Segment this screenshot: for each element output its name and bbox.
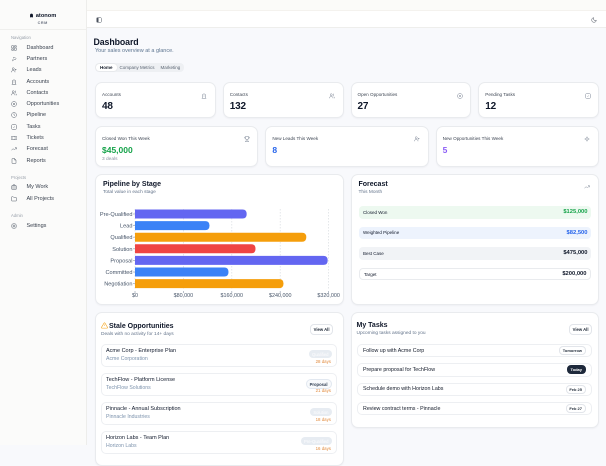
svg-text:Pre-Qualified: Pre-Qualified xyxy=(100,212,133,218)
svg-text:$240,000: $240,000 xyxy=(269,293,291,299)
svg-text:$160,000: $160,000 xyxy=(221,293,243,299)
svg-text:$80,000: $80,000 xyxy=(174,293,194,299)
svg-text:Qualified: Qualified xyxy=(110,235,132,241)
svg-text:$320,000: $320,000 xyxy=(317,293,339,299)
svg-text:Lead: Lead xyxy=(120,224,132,230)
svg-text:Proposal: Proposal xyxy=(110,258,132,264)
svg-text:Solution: Solution xyxy=(112,247,132,253)
svg-text:Committed: Committed xyxy=(105,270,132,276)
svg-text:$0: $0 xyxy=(132,293,138,299)
svg-text:Negotiation: Negotiation xyxy=(104,282,132,288)
